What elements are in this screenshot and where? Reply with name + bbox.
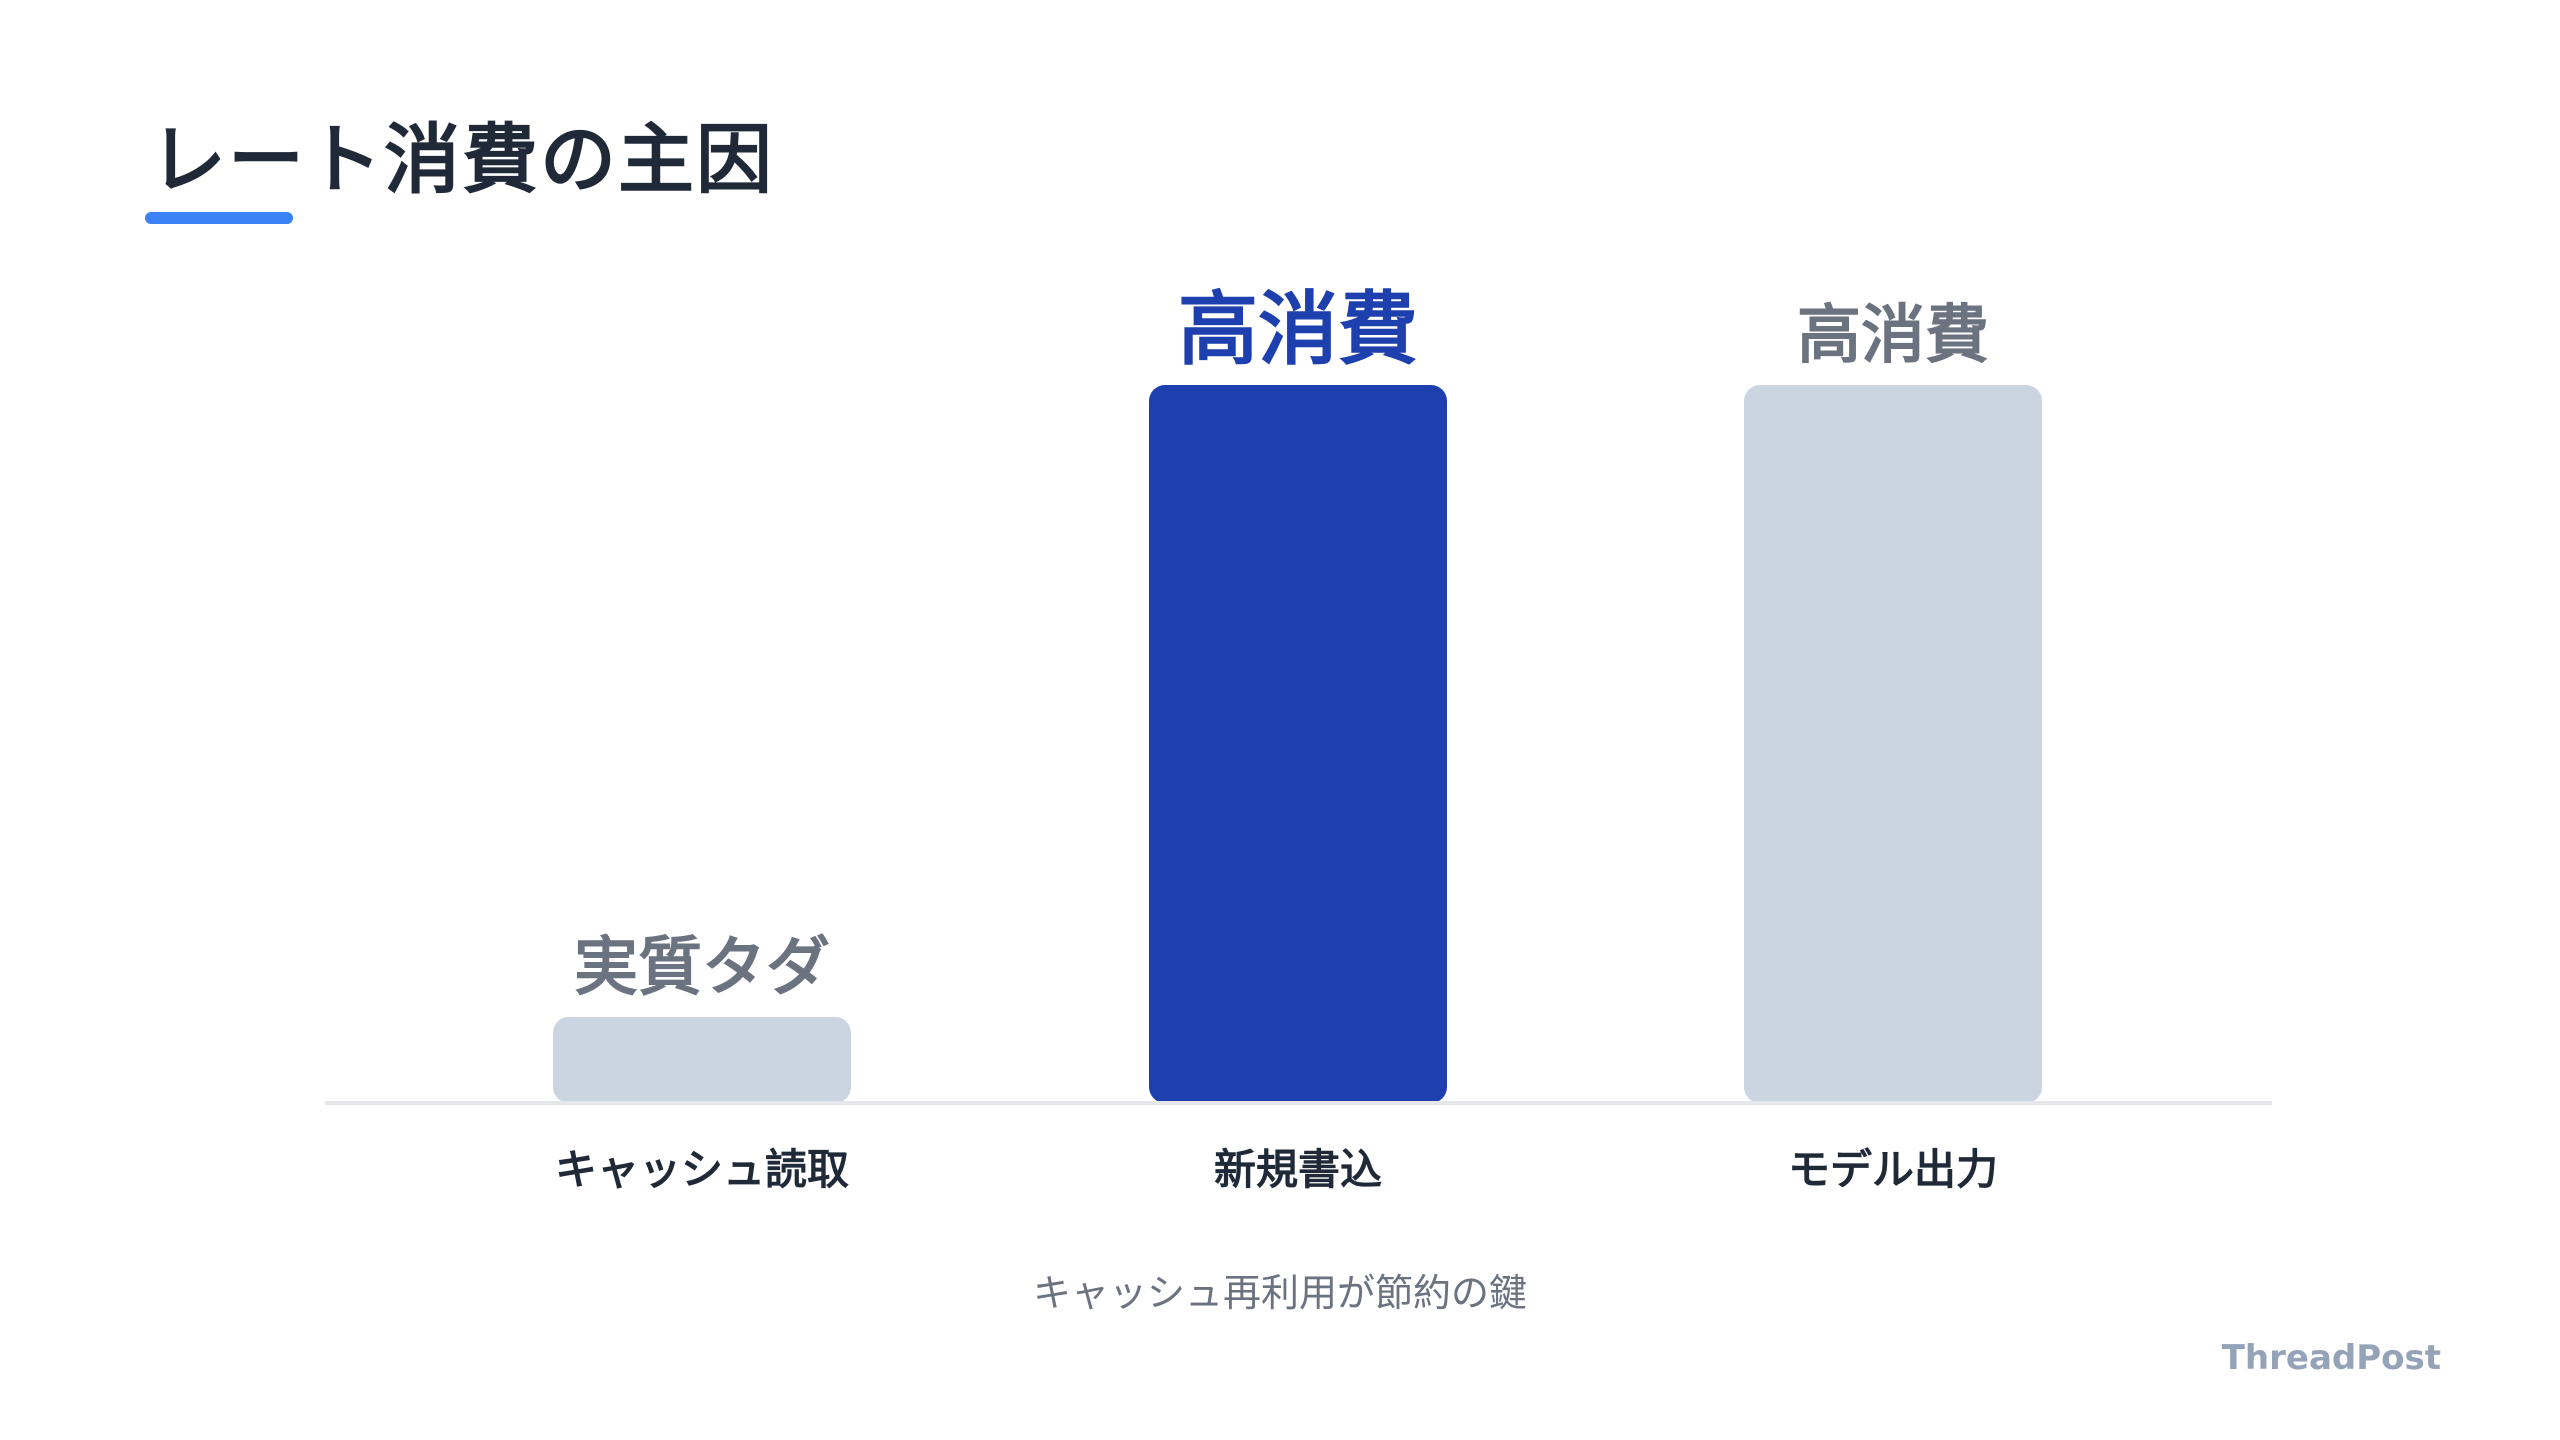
category-label-1: キャッシュ読取	[555, 1145, 849, 1194]
page-title: レート消費の主因	[150, 115, 774, 204]
bar-value-label-3: 高消費	[1797, 299, 1989, 373]
chart-caption: キャッシュ再利用が節約の鍵	[1032, 1271, 1527, 1315]
bars-layer	[553, 385, 2042, 1103]
bar-value-label-1: 実質タダ	[574, 931, 830, 1005]
bar-3	[1744, 385, 2042, 1103]
bar-1	[553, 1016, 851, 1103]
category-label-3: モデル出力	[1788, 1145, 1998, 1194]
brand-logo-text: ThreadPost	[2221, 1338, 2441, 1378]
title-underline	[145, 212, 293, 224]
category-label-2: 新規書込	[1214, 1145, 1382, 1194]
bar-value-label-2: 高消費	[1178, 283, 1418, 376]
bar-2	[1149, 385, 1447, 1103]
